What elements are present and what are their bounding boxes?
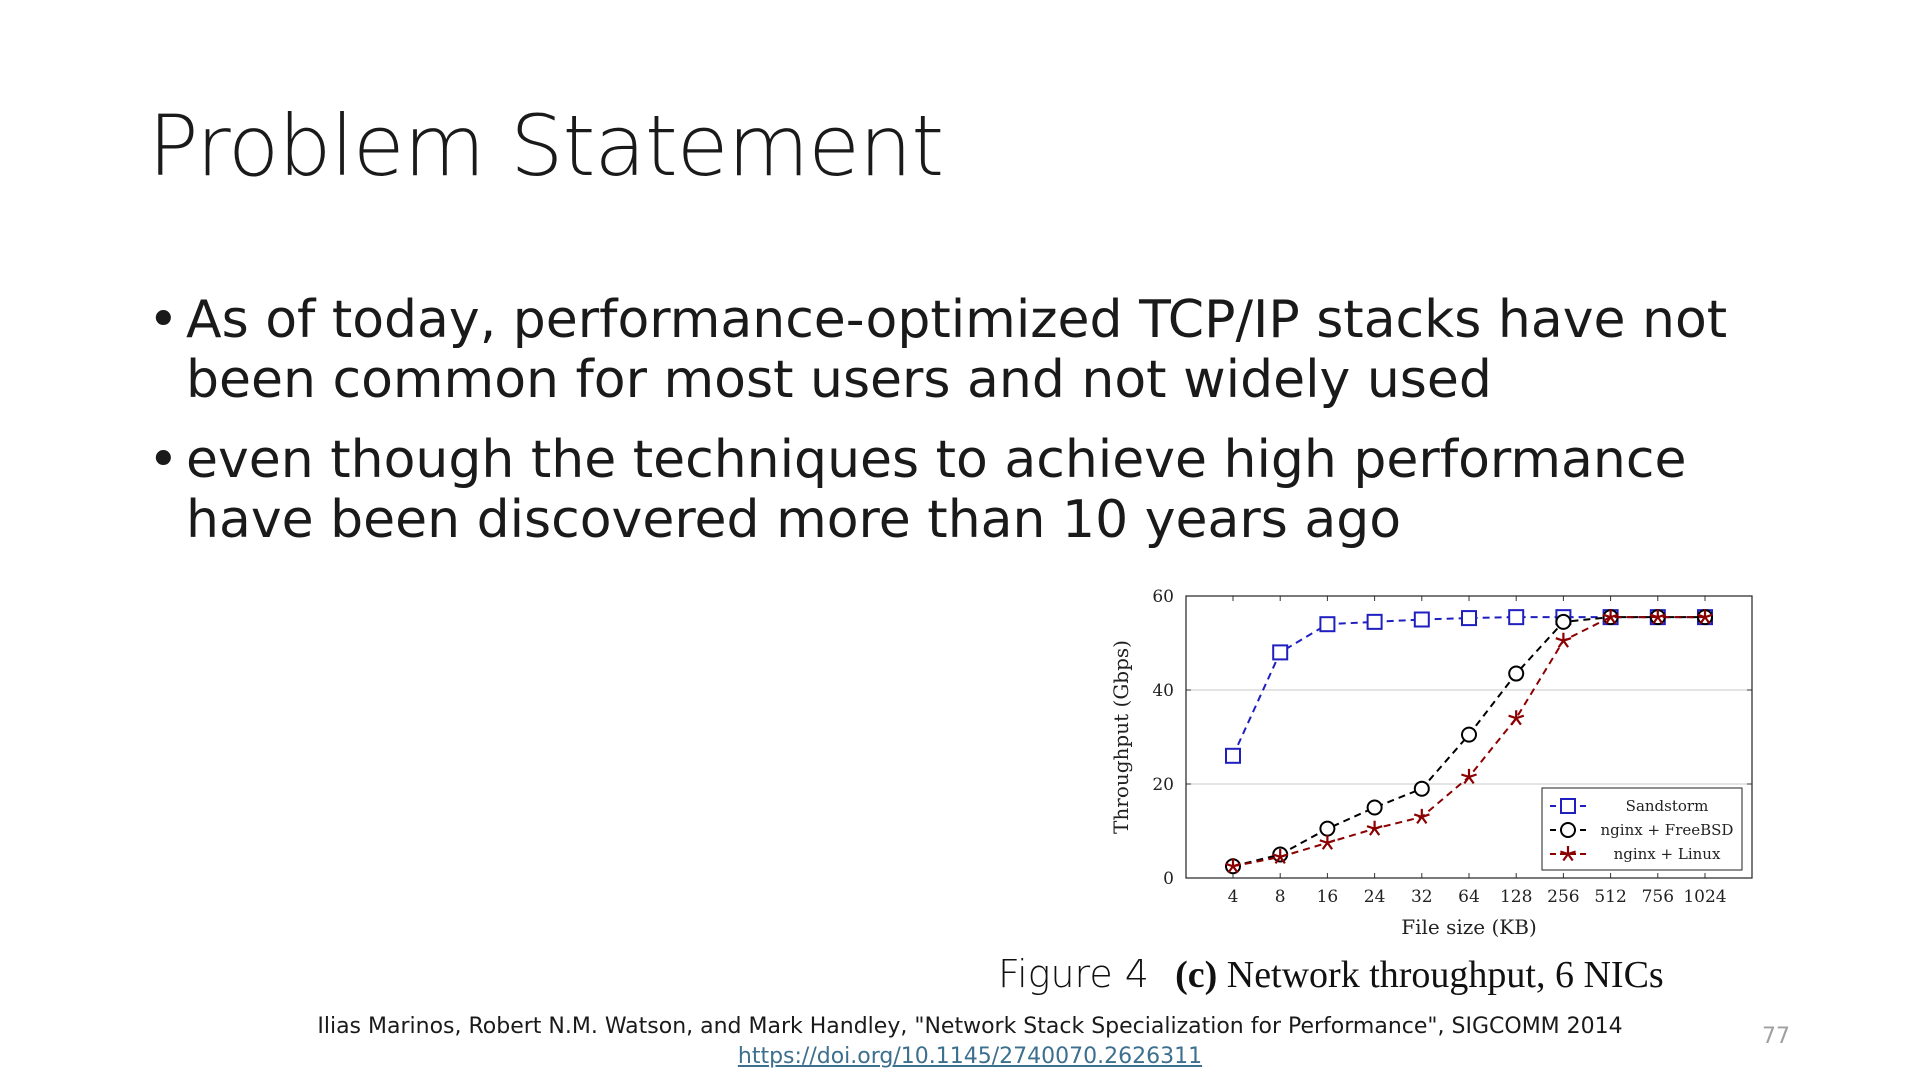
citation: Ilias Marinos, Robert N.M. Watson, and M… xyxy=(300,1012,1640,1072)
data-point-circle xyxy=(1319,820,1336,837)
x-tick-label: 756 xyxy=(1642,887,1674,907)
y-tick-label: 40 xyxy=(1152,681,1174,701)
bullet-dot: • xyxy=(148,290,179,350)
doi-link[interactable]: https://doi.org/10.1145/2740070.2626311 xyxy=(737,1044,1203,1069)
data-point-square xyxy=(1272,644,1289,661)
y-tick-label: 60 xyxy=(1152,587,1174,607)
figure-subtext: Network throughput, 6 NICs xyxy=(1226,954,1664,996)
data-point-circle xyxy=(1555,613,1572,630)
data-point-star xyxy=(1272,848,1289,864)
legend-label: nginx + Linux xyxy=(1614,845,1721,863)
figure-caption: Figure 4 (c) Network throughput, 6 NICs xyxy=(998,952,1664,997)
data-point-square xyxy=(1461,610,1477,627)
bullet-dot: • xyxy=(148,430,179,490)
data-point-square xyxy=(1413,611,1430,628)
bullet-item: • As of today, performance-optimized TCP… xyxy=(148,290,1798,410)
x-axis-label: File size (KB) xyxy=(1401,915,1537,939)
x-tick-label: 16 xyxy=(1317,887,1339,907)
legend-marker-square xyxy=(1560,798,1576,814)
data-point-square xyxy=(1366,613,1383,630)
data-point-star xyxy=(1319,834,1336,850)
data-point-star xyxy=(1649,609,1666,625)
data-point-circle xyxy=(1508,665,1525,682)
data-point-circle xyxy=(1461,726,1477,743)
x-tick-label: 24 xyxy=(1364,887,1386,907)
figure-subcaption: (c) Network throughput, 6 NICs xyxy=(1175,954,1664,996)
legend-label: Sandstorm xyxy=(1626,797,1709,815)
data-point-star xyxy=(1366,820,1383,836)
data-point-circle xyxy=(1413,780,1430,797)
bullet-list: • As of today, performance-optimized TCP… xyxy=(148,290,1798,570)
legend-marker-star xyxy=(1560,846,1576,862)
x-tick-label: 8 xyxy=(1275,887,1286,907)
bullet-item: • even though the techniques to achieve … xyxy=(148,430,1798,550)
y-axis-label: Throughput (Gbps) xyxy=(1109,640,1133,834)
data-point-star xyxy=(1697,609,1713,625)
series-line-square xyxy=(1232,616,1705,757)
bullet-text: As of today, performance-optimized TCP/I… xyxy=(186,290,1728,410)
data-point-circle xyxy=(1366,799,1383,816)
y-tick-label: 0 xyxy=(1163,869,1174,889)
x-tick-label: 512 xyxy=(1594,887,1626,907)
plot-frame xyxy=(1185,595,1753,879)
figure-number: Figure 4 xyxy=(998,952,1149,996)
slide-title: Problem Statement xyxy=(148,97,944,195)
data-point-star xyxy=(1413,808,1430,825)
citation-text: Ilias Marinos, Robert N.M. Watson, and M… xyxy=(317,1014,1623,1039)
x-tick-label: 128 xyxy=(1500,887,1532,907)
x-tick-label: 4 xyxy=(1228,887,1239,907)
bullet-text: even though the techniques to achieve hi… xyxy=(186,430,1687,550)
data-point-star xyxy=(1225,858,1241,874)
data-point-square xyxy=(1319,616,1336,633)
legend-marker-circle xyxy=(1560,822,1576,838)
data-point-star xyxy=(1508,710,1525,726)
figure-sublabel: (c) xyxy=(1175,954,1218,996)
data-point-square xyxy=(1508,609,1525,626)
throughput-chart: 0 20 40 60 4 8 16 24 32 64 128 256 512 756 1024 File si… xyxy=(1109,587,1753,939)
x-tick-label: 64 xyxy=(1458,887,1480,907)
y-tick-label: 20 xyxy=(1152,775,1174,795)
x-tick-label: 32 xyxy=(1411,887,1433,907)
x-tick-label: 256 xyxy=(1547,887,1579,907)
legend-label: nginx + FreeBSD xyxy=(1601,821,1734,839)
data-point-star xyxy=(1602,609,1619,625)
page-number: 77 xyxy=(1762,1024,1790,1049)
data-point-star xyxy=(1461,768,1477,785)
x-tick-label: 1024 xyxy=(1683,887,1726,907)
data-point-square xyxy=(1225,747,1241,764)
data-point-star xyxy=(1555,632,1572,648)
